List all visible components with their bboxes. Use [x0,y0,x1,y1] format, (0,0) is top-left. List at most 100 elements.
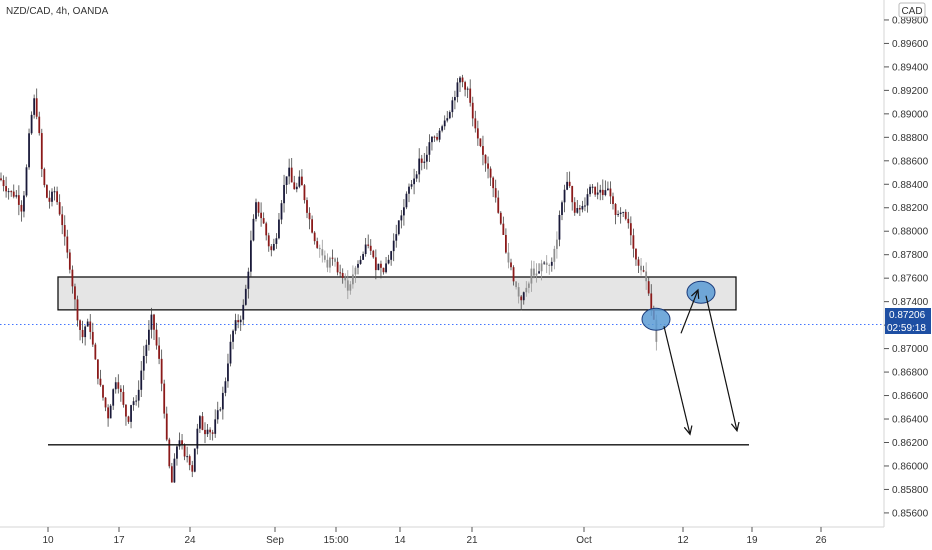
candle-body [482,146,484,155]
drawings-layer[interactable] [48,280,749,446]
candle-body [20,204,23,212]
candle-body [443,120,446,127]
candle-body [196,428,199,449]
candle-body [132,401,135,406]
candle-body [563,189,566,203]
candle-body [622,211,625,213]
candle-body [476,128,479,139]
candle-body [153,314,155,330]
candle-body [89,321,92,332]
candle-body [79,320,81,330]
price-tick-label: 0.85800 [892,485,929,496]
price-tick-label: 0.86400 [892,415,929,426]
candle-body [520,296,523,301]
candle-body [609,188,612,197]
candle-body [591,186,594,188]
candle-body [425,154,428,162]
candle-body [578,208,581,210]
currency-label: CAD [901,6,922,17]
candle-body [334,258,336,262]
candle-body [581,205,584,210]
candle-body [573,202,576,213]
candle-body [301,176,303,186]
candle-body [219,409,222,411]
candle-body [614,204,617,215]
price-tick-label: 0.86000 [892,461,929,472]
arrow-head [730,421,740,433]
candle-body [260,212,262,219]
price-axis[interactable]: 0.85600 0.85800 0.86000 0.86200 0.86400 0.866… [883,0,929,527]
price-tick-label: 0.89200 [892,86,929,97]
candle-body [349,284,352,291]
candle-body [637,259,640,266]
candle-body [2,180,5,187]
candle-body [469,88,472,103]
candle-body [250,240,252,272]
candle-body [413,178,415,185]
candle-body [242,304,245,320]
candle-body [553,248,556,262]
candle-body [199,416,201,429]
candle-body [130,405,132,422]
candle-body [204,429,206,435]
candle-body [84,326,87,338]
time-tick-label: 15:00 [323,535,348,546]
candle-body [178,440,181,447]
candle-body [290,167,293,183]
arrow-head [690,288,700,299]
candle-body [466,88,469,90]
candle-body [270,246,273,251]
currency-badge[interactable]: CAD [898,2,926,18]
candle-body [329,257,331,268]
candle-body [201,416,204,430]
candle-body [354,267,357,275]
candle-body [160,358,163,384]
candle-body [604,190,607,196]
time-tick-label: 19 [746,535,758,546]
price-tick-label: 0.85600 [892,508,929,519]
candle-body [252,218,255,241]
candle-body [642,270,645,272]
candle-body [71,269,74,287]
candle-body [336,261,339,273]
candle-body [392,240,395,252]
candle-body [629,223,632,236]
candle-body [135,400,138,402]
candle-body [267,235,270,247]
candle-body [566,181,568,190]
candle-body [227,363,229,382]
candle-body [502,223,505,235]
candle-body [40,133,43,170]
candle-body [448,112,451,119]
candle-body [7,191,10,193]
candles-layer [0,74,658,483]
candle-body [275,238,278,244]
price-tick-label: 0.89600 [892,39,929,50]
price-tick-label: 0.89000 [892,109,929,120]
candle-body [91,331,94,345]
symbol-label: NZD/CAD, 4h, OANDA [6,6,109,17]
candle-body [209,429,211,433]
candle-body [298,176,301,187]
time-axis[interactable]: 10 17 24 Sep 15:00 14 21 Oct 12 19 26 [0,526,884,546]
candle-body [420,158,423,163]
countdown-tag: 02:59:18 [885,321,931,334]
candle-body [278,219,280,239]
candle-body [193,448,196,472]
candle-body [594,186,597,195]
candle-body [374,257,377,271]
resistance-zone[interactable] [57,276,737,311]
candle-body [255,202,257,219]
candle-body [239,319,242,323]
time-tick-label: 14 [394,535,406,546]
highlight-ellipse [686,280,716,304]
candle-body [535,273,538,276]
candle-body [612,196,614,205]
candle-body [487,163,489,169]
countdown-label: 02:59:18 [887,323,926,334]
candle-body [38,116,41,134]
candle-body [117,382,120,389]
candle-body [571,185,574,203]
candle-body [454,97,456,101]
candle-body [17,195,20,205]
